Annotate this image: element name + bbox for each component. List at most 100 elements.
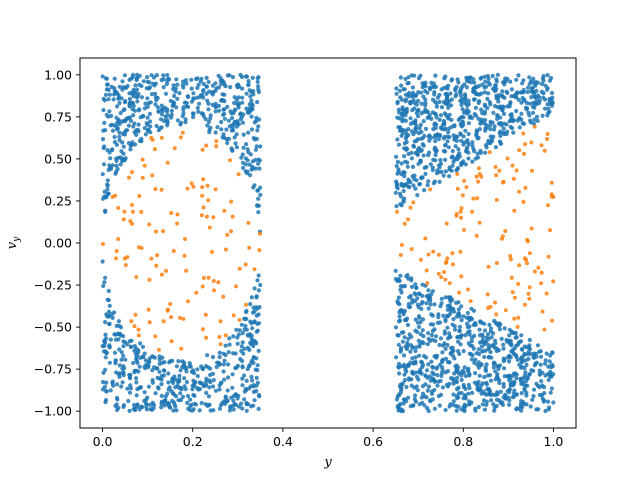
blue-data-point bbox=[185, 393, 191, 399]
blue-data-point bbox=[450, 149, 455, 154]
blue-data-point bbox=[443, 157, 448, 162]
blue-data-point bbox=[505, 129, 510, 134]
orange-data-point bbox=[477, 220, 482, 225]
blue-data-point bbox=[217, 354, 222, 360]
blue-data-point bbox=[110, 128, 116, 133]
orange-data-point bbox=[539, 281, 544, 286]
blue-data-point bbox=[172, 402, 177, 407]
blue-data-point bbox=[394, 154, 399, 159]
orange-data-point bbox=[532, 124, 537, 129]
blue-data-point bbox=[170, 358, 175, 363]
blue-data-point bbox=[394, 91, 399, 96]
blue-data-point bbox=[504, 89, 509, 94]
blue-data-point bbox=[256, 157, 261, 162]
blue-data-point bbox=[437, 342, 442, 348]
blue-data-point bbox=[116, 93, 121, 98]
blue-data-point bbox=[397, 319, 402, 324]
blue-data-point bbox=[399, 83, 404, 88]
blue-data-point bbox=[107, 344, 112, 349]
blue-data-point bbox=[429, 391, 435, 396]
blue-data-point bbox=[134, 376, 139, 381]
x-tick-label: 0.2 bbox=[183, 434, 203, 449]
blue-data-point bbox=[413, 399, 418, 404]
orange-data-point bbox=[224, 247, 228, 252]
blue-data-point bbox=[398, 194, 403, 199]
blue-data-point bbox=[410, 164, 416, 169]
orange-data-point bbox=[140, 175, 145, 180]
blue-data-point bbox=[474, 92, 479, 97]
blue-data-point bbox=[165, 119, 170, 124]
blue-data-point bbox=[249, 114, 254, 119]
blue-data-point bbox=[430, 397, 435, 402]
orange-data-point bbox=[237, 318, 242, 322]
blue-data-point bbox=[543, 361, 548, 366]
blue-data-point bbox=[252, 398, 257, 403]
blue-data-point bbox=[166, 401, 171, 406]
blue-data-point bbox=[177, 377, 182, 382]
blue-data-point bbox=[211, 378, 216, 383]
blue-data-point bbox=[452, 327, 458, 332]
blue-data-point bbox=[120, 158, 125, 163]
blue-data-point bbox=[396, 365, 401, 370]
blue-data-point bbox=[527, 113, 532, 118]
blue-data-point bbox=[154, 123, 159, 129]
blue-data-point bbox=[459, 138, 464, 143]
blue-data-point bbox=[256, 75, 261, 80]
blue-data-point bbox=[100, 343, 105, 349]
orange-data-point bbox=[178, 135, 183, 140]
blue-data-point bbox=[256, 84, 261, 89]
blue-data-point bbox=[537, 95, 542, 100]
blue-data-point bbox=[125, 83, 130, 89]
blue-data-point bbox=[406, 336, 411, 341]
blue-data-point bbox=[519, 399, 524, 404]
blue-data-point bbox=[406, 92, 411, 97]
blue-data-point bbox=[440, 358, 445, 363]
blue-data-point bbox=[192, 393, 197, 398]
blue-data-point bbox=[542, 391, 547, 396]
orange-data-point bbox=[200, 193, 205, 198]
blue-data-point bbox=[110, 315, 115, 320]
blue-data-point bbox=[118, 162, 123, 167]
blue-data-point bbox=[190, 387, 195, 392]
blue-data-point bbox=[241, 145, 246, 150]
blue-data-point bbox=[464, 85, 469, 90]
blue-data-point bbox=[452, 371, 457, 376]
blue-data-point bbox=[180, 394, 185, 399]
orange-data-point bbox=[542, 148, 547, 153]
blue-data-point bbox=[106, 191, 111, 196]
blue-data-point bbox=[252, 286, 257, 291]
blue-data-point bbox=[437, 179, 442, 184]
orange-data-point bbox=[214, 139, 219, 144]
blue-data-point bbox=[502, 82, 507, 87]
orange-data-point bbox=[159, 187, 164, 192]
orange-data-point bbox=[159, 135, 164, 140]
blue-data-point bbox=[498, 389, 503, 394]
blue-data-point bbox=[474, 85, 479, 90]
orange-data-point bbox=[527, 251, 532, 256]
blue-data-point bbox=[512, 346, 517, 351]
blue-data-point bbox=[438, 362, 443, 367]
blue-data-point bbox=[246, 110, 251, 115]
blue-data-point bbox=[470, 140, 475, 145]
blue-data-point bbox=[406, 376, 411, 381]
blue-data-point bbox=[512, 379, 517, 385]
y-tick-label: 0.50 bbox=[44, 151, 72, 166]
blue-data-point bbox=[102, 120, 107, 125]
blue-data-point bbox=[549, 90, 555, 96]
blue-data-point bbox=[120, 140, 125, 145]
blue-data-point bbox=[418, 159, 423, 164]
blue-data-point bbox=[459, 318, 464, 323]
blue-data-point bbox=[531, 355, 536, 360]
blue-data-point bbox=[132, 348, 137, 353]
blue-data-point bbox=[195, 105, 200, 111]
blue-data-point bbox=[524, 362, 529, 368]
blue-data-point bbox=[496, 99, 501, 104]
orange-data-point bbox=[494, 312, 499, 317]
blue-data-point bbox=[408, 349, 413, 354]
blue-data-point bbox=[243, 162, 248, 167]
blue-data-point bbox=[217, 387, 222, 392]
blue-data-point bbox=[114, 124, 119, 129]
blue-data-point bbox=[196, 109, 201, 114]
blue-data-point bbox=[222, 111, 227, 116]
blue-data-point bbox=[482, 74, 487, 79]
